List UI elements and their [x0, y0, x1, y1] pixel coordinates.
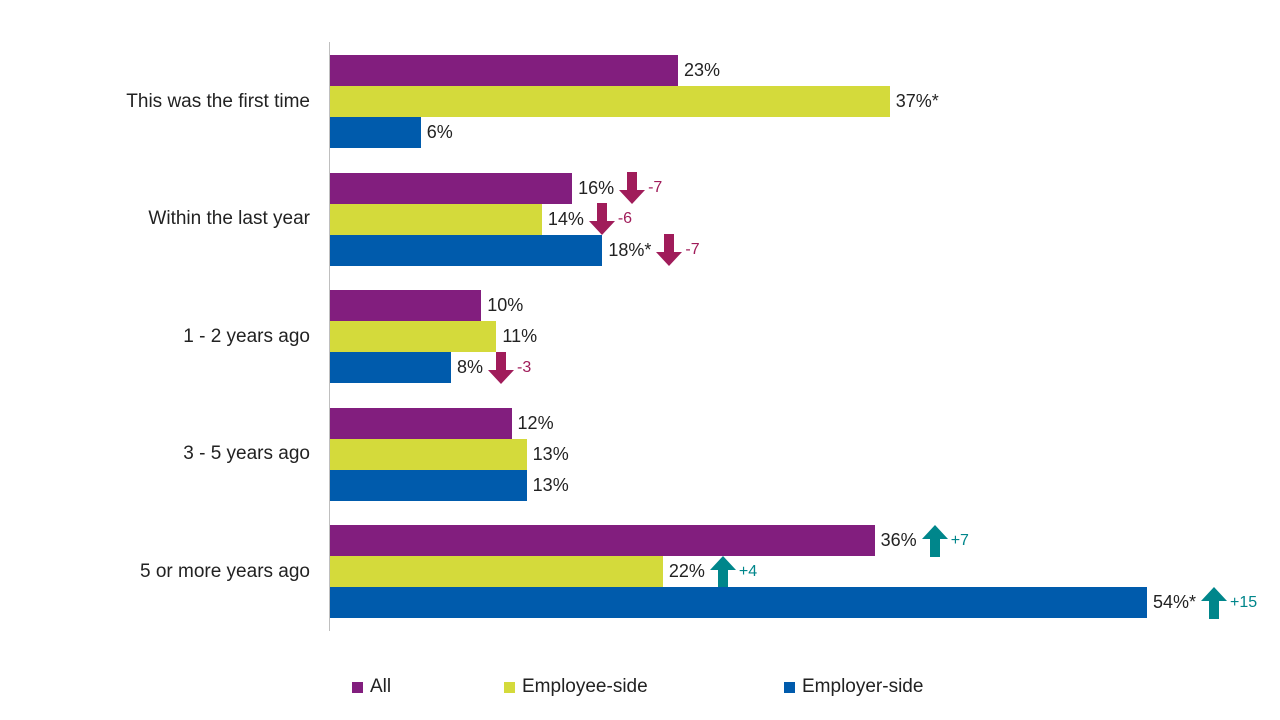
change-label: -3 [517, 358, 532, 376]
data-label-group: 36% +7 [880, 524, 969, 557]
data-label: 6% [426, 122, 453, 142]
data-label-group: 10% [487, 290, 523, 321]
data-label: 11% [502, 326, 538, 346]
data-label: 12% [517, 412, 554, 433]
legend-label: All [370, 676, 392, 697]
bar [330, 117, 421, 148]
category-label: This was the first time [126, 90, 310, 112]
data-label-group: 18%* -7 [608, 234, 700, 266]
bar [330, 352, 452, 383]
bar [330, 438, 527, 470]
category-label: Within the last year [148, 208, 310, 229]
arrow-up-icon [709, 555, 736, 588]
data-label-group: 11% [502, 321, 537, 352]
data-label: 13% [532, 474, 569, 495]
category-label: 3 - 5 years ago [183, 443, 310, 464]
legend-item-employee-side: Employee-side [504, 676, 648, 698]
bar [330, 55, 678, 86]
arrow-down-icon [619, 172, 646, 204]
data-label: 13% [532, 443, 569, 464]
legend-item-employer-side: Employer-side [784, 676, 923, 698]
data-label-group: 8% -3 [457, 351, 532, 384]
arrow-down-icon [588, 203, 615, 235]
data-label: 8% [457, 357, 484, 377]
change-label: +7 [950, 531, 969, 549]
legend-swatch [352, 681, 363, 693]
legend-label: Employee-side [522, 676, 648, 697]
legend-swatch [784, 681, 795, 693]
bar [330, 556, 663, 587]
legend-item-all: All [352, 676, 391, 698]
data-label: 16% [578, 177, 615, 198]
data-label-group: 14% -6 [547, 203, 633, 235]
data-label: 18%* [608, 239, 652, 260]
bar [330, 290, 482, 321]
legend-swatch [504, 681, 515, 693]
arrow-up-icon [921, 524, 948, 557]
change-label: -7 [685, 241, 700, 258]
change-label: -7 [648, 179, 663, 196]
arrow-down-icon [656, 234, 683, 266]
data-label: 10% [487, 295, 524, 315]
data-label-group: 6% [427, 117, 453, 148]
bar [330, 587, 1147, 618]
data-label: 22% [668, 561, 705, 581]
bar [330, 203, 542, 235]
data-label-group: 13% [533, 470, 569, 501]
change-label: -6 [617, 210, 633, 227]
category-label: 1 - 2 years ago [183, 325, 310, 347]
change-label: +4 [738, 562, 758, 580]
bar [330, 469, 527, 501]
change-label: +15 [1230, 593, 1258, 611]
data-label: 36% [880, 530, 917, 550]
data-label: 23% [683, 60, 720, 80]
bar [330, 525, 875, 556]
data-label: 37%* [895, 91, 939, 111]
bar [330, 172, 573, 204]
arrow-up-icon [1201, 586, 1228, 619]
bar [330, 407, 512, 439]
arrow-down-icon [488, 351, 515, 384]
data-label-group: 13% [533, 439, 569, 470]
data-label: 14% [547, 208, 584, 229]
data-label-group: 22% +4 [668, 555, 758, 588]
data-label-group: 23% [684, 55, 720, 86]
data-label: 54%* [1153, 592, 1197, 612]
bar [330, 321, 497, 352]
bar [330, 86, 890, 117]
data-label-group: 37%* [896, 86, 939, 117]
data-label-group: 16% -7 [578, 172, 663, 204]
legend-label: Employer-side [802, 676, 924, 697]
data-label-group: 54%* +15 [1153, 586, 1258, 619]
bar [330, 234, 603, 266]
data-label-group: 12% [518, 408, 554, 439]
category-label: 5 or more years ago [139, 560, 310, 582]
y-axis-line [329, 42, 330, 631]
